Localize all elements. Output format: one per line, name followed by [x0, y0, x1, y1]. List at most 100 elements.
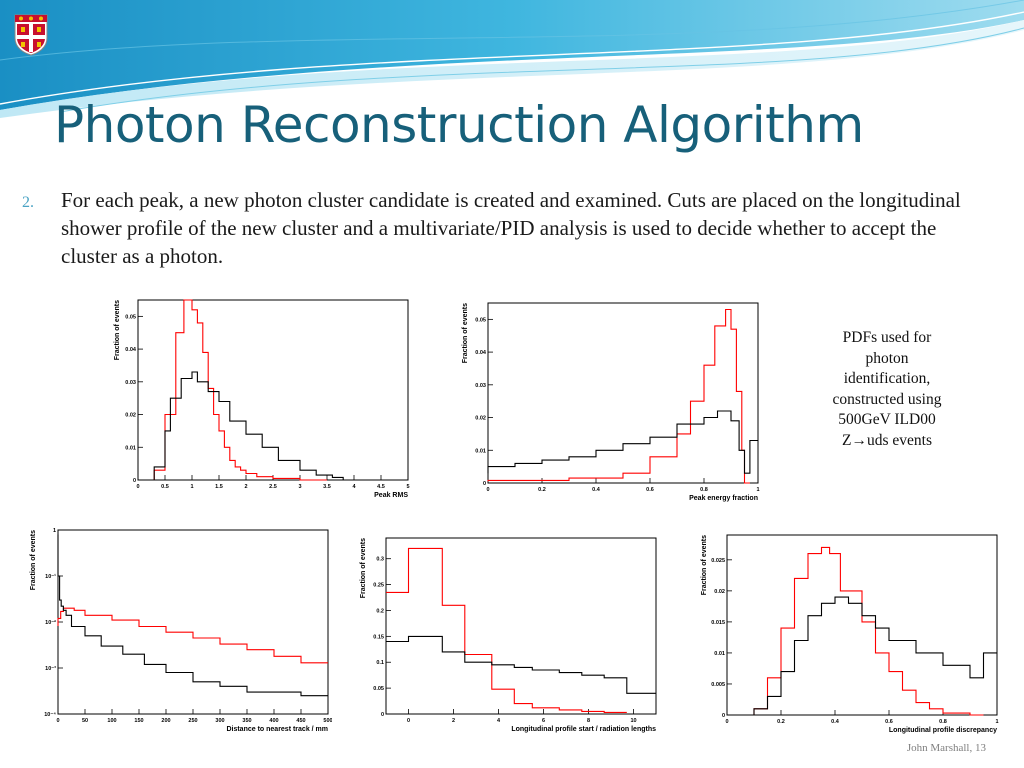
x-axis-label: Distance to nearest track / mm — [226, 726, 328, 733]
y-axis-label: Fraction of events — [114, 300, 121, 360]
x-tick-label: 50 — [82, 718, 88, 724]
x-tick-label: 500 — [323, 718, 332, 724]
plot-longitudinal-profile-discrepancy: 0 0.2 0.4 0.6 0.8 1 0 0.005 0.01 0.015 0.02 0.025 Lo… — [697, 531, 1002, 737]
x-tick-label: 1 — [756, 487, 759, 493]
y-tick-label: 10⁻⁴ — [44, 712, 56, 718]
x-tick-label: 450 — [296, 718, 305, 724]
x-tick-label: 8 — [587, 718, 590, 724]
slide-title: Photon Reconstruction Algorithm — [54, 96, 864, 154]
x-tick-label: 0 — [486, 487, 489, 493]
x-tick-label: 1 — [995, 719, 998, 725]
bullet-text: For each peak, a new photon cluster cand… — [61, 188, 961, 268]
y-tick-label: 0.05 — [475, 317, 486, 323]
footer-author: John Marshall, 13 — [906, 742, 986, 754]
x-tick-label: 0.6 — [885, 719, 893, 725]
side-note-line: identification, — [843, 370, 931, 387]
plot-frame — [487, 302, 759, 484]
series-line-black — [153, 371, 354, 481]
y-tick-label: 10⁻¹ — [45, 573, 56, 580]
series-line-black — [487, 410, 758, 474]
y-tick-label: 0.01 — [714, 651, 725, 657]
side-note-line: photon — [865, 349, 909, 367]
plot-peak-rms: 0 0.5 1 1.5 2 2.5 3 3.5 4 4.5 5 0 0.01 0.02 0.03 0.04 0.… — [110, 296, 410, 502]
x-tick-label: 4.5 — [377, 484, 385, 490]
y-tick-label: 0 — [722, 713, 725, 719]
chart-svg: 0 0.2 0.4 0.6 0.8 1 0 0.01 0.02 0.03 0.04 0.05 Peak … — [462, 302, 760, 502]
university-crest-logo — [14, 14, 48, 56]
x-tick-label: 400 — [269, 718, 278, 724]
x-tick-label: 100 — [107, 718, 116, 724]
series-line-black — [57, 534, 328, 697]
plot-frame — [726, 534, 998, 716]
side-note: PDFs used for photon identification, con… — [812, 328, 962, 451]
plot-frame — [137, 299, 409, 481]
y-tick-label: 0 — [133, 478, 136, 484]
x-tick-label: 1 — [190, 484, 193, 490]
chart-svg: 0 0.5 1 1.5 2 2.5 3 3.5 4 4.5 5 0 0.01 0.02 0.03 0.04 0.… — [114, 299, 410, 499]
y-axis-label: Fraction of events — [30, 530, 37, 590]
x-tick-label: 0 — [136, 484, 139, 490]
side-note-line: 500GeV ILD00 — [838, 411, 936, 428]
x-tick-label: 0.4 — [831, 719, 840, 725]
y-axis-label: Fraction of events — [360, 538, 367, 598]
x-tick-label: 1.5 — [215, 484, 223, 490]
series-line-red — [753, 546, 984, 716]
x-tick-label: 5 — [406, 484, 409, 490]
x-tick-label: 0.2 — [538, 487, 546, 493]
y-tick-label: 0.025 — [711, 558, 725, 564]
x-tick-label: 0.5 — [161, 484, 169, 490]
x-tick-label: 6 — [542, 718, 545, 724]
y-tick-label: 0.005 — [711, 682, 725, 688]
plot-distance-nearest-track: 0 50 100 150 200 250 300 350 400 450 500 10⁻⁴ 10⁻³ 10… — [26, 524, 332, 735]
y-tick-label: 0.04 — [475, 350, 487, 356]
chart-svg: 0 50 100 150 200 250 300 350 400 450 500 10⁻⁴ 10⁻³ 10… — [30, 528, 332, 733]
y-tick-label: 0.05 — [373, 686, 384, 692]
x-tick-label: 4 — [497, 718, 501, 724]
y-tick-label: 0 — [483, 481, 486, 487]
y-tick-label: 0.02 — [475, 416, 486, 422]
series-line-black — [753, 596, 997, 715]
x-tick-label: 0.4 — [592, 487, 601, 493]
y-tick-label: 0.3 — [376, 557, 384, 563]
y-tick-label: 0.03 — [475, 383, 486, 389]
y-tick-label: 0.015 — [711, 620, 725, 626]
y-tick-label: 0.05 — [125, 314, 136, 320]
y-axis-label: Fraction of events — [701, 535, 708, 595]
plot-frame — [57, 529, 329, 715]
x-tick-label: 300 — [215, 718, 224, 724]
side-note-line: Z→uds events — [842, 431, 932, 449]
x-tick-label: 0.6 — [646, 487, 654, 493]
x-tick-label: 2 — [244, 484, 247, 490]
chart-svg: 0 2 4 6 8 10 0 0.05 0.1 0.15 0.2 0.25 0.3 Longitudina… — [360, 537, 657, 733]
y-tick-label: 10⁻³ — [45, 665, 56, 672]
x-tick-label: 0 — [56, 718, 59, 724]
series-line-red — [487, 308, 750, 484]
x-tick-label: 0.2 — [777, 719, 785, 725]
x-tick-label: 250 — [188, 718, 197, 724]
bullet-number: 2. — [22, 194, 34, 211]
x-tick-label: 0.8 — [939, 719, 947, 725]
x-tick-label: 3 — [298, 484, 301, 490]
series-line-red — [153, 299, 327, 481]
y-tick-label: 0.01 — [125, 445, 136, 451]
series-line-black — [386, 635, 656, 694]
side-note-line: PDFs used for — [842, 329, 932, 346]
series-line-red — [386, 547, 627, 713]
plot-frame — [385, 537, 657, 715]
y-tick-label: 0.02 — [714, 589, 725, 595]
x-tick-label: 0.8 — [700, 487, 708, 493]
x-tick-label: 0 — [407, 718, 410, 724]
x-tick-label: 0 — [725, 719, 728, 725]
y-tick-label: 1 — [53, 528, 56, 534]
x-tick-label: 10 — [630, 718, 636, 724]
x-axis-label: Longitudinal profile start / radiation l… — [511, 726, 656, 733]
x-axis-label: Longitudinal profile discrepancy — [889, 727, 997, 734]
x-tick-label: 200 — [161, 718, 170, 724]
y-tick-label: 0.25 — [373, 583, 384, 589]
y-tick-label: 0.2 — [376, 608, 384, 614]
y-tick-label: 0.02 — [125, 413, 136, 419]
plot-peak-energy-fraction: 0 0.2 0.4 0.6 0.8 1 0 0.01 0.02 0.03 0.04 0.05 Peak … — [458, 299, 760, 504]
y-tick-label: 0.04 — [125, 347, 137, 353]
x-tick-label: 150 — [134, 718, 143, 724]
chart-svg: 0 0.2 0.4 0.6 0.8 1 0 0.005 0.01 0.015 0.02 0.025 Lo… — [701, 534, 999, 734]
